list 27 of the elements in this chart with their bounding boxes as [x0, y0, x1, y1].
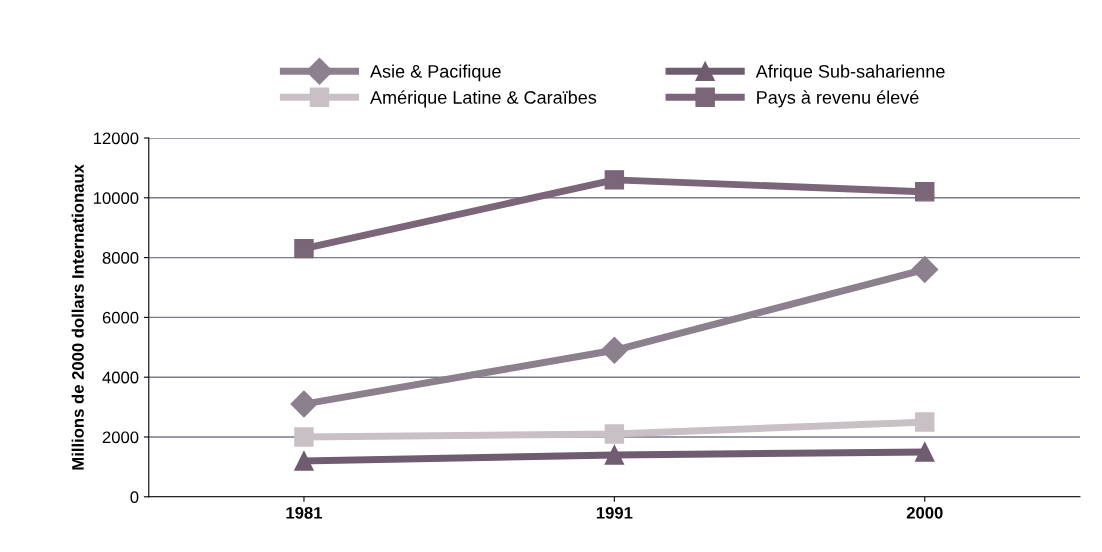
y-tick-label: 0 — [130, 491, 139, 503]
point — [294, 427, 314, 447]
y-tick-label: 10000 — [93, 192, 139, 204]
point — [911, 256, 939, 284]
legend-label: Asie & Pacifique — [370, 64, 501, 82]
point — [604, 424, 625, 444]
point — [915, 442, 935, 462]
x-tick-label: 1991 — [596, 506, 633, 519]
legend-label: Pays à revenu élevé — [757, 90, 919, 108]
y-tick-label: 4000 — [102, 371, 139, 384]
x-tick-label: 1981 — [286, 506, 323, 519]
y-tick-label: 6000 — [102, 311, 139, 324]
legend-label: Amérique Latine & Caraïbes — [370, 90, 597, 108]
point — [600, 336, 628, 364]
y-tick-label: 12000 — [93, 132, 139, 145]
point — [294, 238, 314, 259]
point — [294, 451, 314, 471]
point — [290, 390, 318, 418]
y-tick-label: 8000 — [102, 252, 139, 264]
y-axis-title: Millions de 2000 dollars Internationaux — [71, 164, 84, 470]
point — [915, 412, 935, 432]
point — [604, 170, 625, 190]
legend-label: Afrique Sub-saharienne — [755, 64, 945, 82]
point — [915, 182, 935, 202]
y-tick-label: 2000 — [102, 431, 139, 444]
point — [604, 445, 625, 465]
x-tick-label: 2000 — [906, 506, 943, 519]
